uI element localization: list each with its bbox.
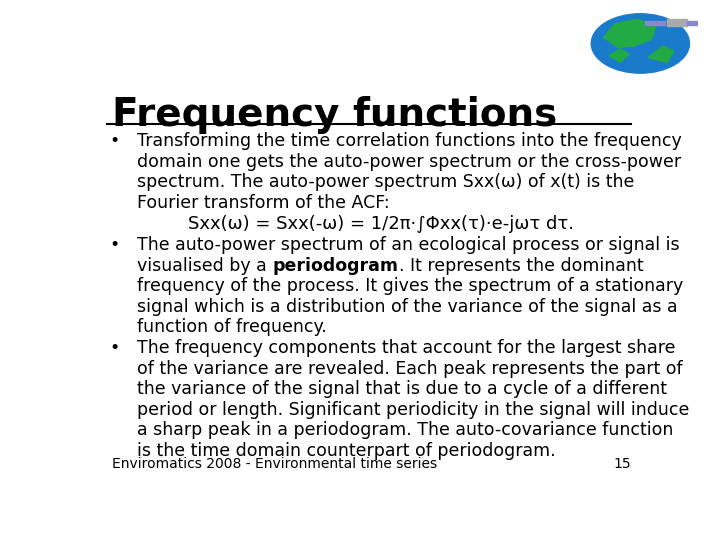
Text: the variance of the signal that is due to a cycle of a different: the variance of the signal that is due t… [138, 380, 667, 398]
Bar [667, 19, 687, 26]
Text: periodogram: periodogram [273, 256, 399, 275]
Polygon shape [609, 49, 629, 62]
Text: frequency of the process. It gives the spectrum of a stationary: frequency of the process. It gives the s… [138, 277, 684, 295]
Text: of the variance are revealed. Each peak represents the part of: of the variance are revealed. Each peak … [138, 360, 683, 377]
Text: The auto-power spectrum of an ecological process or signal is: The auto-power spectrum of an ecological… [138, 236, 680, 254]
Text: is the time domain counterpart of periodogram.: is the time domain counterpart of period… [138, 442, 556, 460]
Text: 15: 15 [613, 457, 631, 471]
Text: signal which is a distribution of the variance of the signal as a: signal which is a distribution of the va… [138, 298, 678, 316]
Text: Fourier transform of the ACF:: Fourier transform of the ACF: [138, 194, 390, 212]
Text: The frequency components that account for the largest share: The frequency components that account fo… [138, 339, 676, 357]
Text: domain one gets the auto-power spectrum or the cross-power: domain one gets the auto-power spectrum … [138, 153, 682, 171]
Text: Frequency functions: Frequency functions [112, 96, 557, 134]
Text: Transforming the time correlation functions into the frequency: Transforming the time correlation functi… [138, 132, 682, 150]
Polygon shape [648, 46, 674, 62]
Text: . It represents the dominant: . It represents the dominant [399, 256, 643, 275]
Text: •: • [109, 236, 120, 254]
Text: function of frequency.: function of frequency. [138, 319, 327, 336]
Bar [645, 21, 665, 24]
Text: Sxx(ω) = Sxx(-ω) = 1/2π·∫Φxx(τ)·e-jωτ dτ.: Sxx(ω) = Sxx(-ω) = 1/2π·∫Φxx(τ)·e-jωτ dτ… [188, 215, 574, 233]
Text: visualised by a: visualised by a [138, 256, 273, 275]
Text: •: • [109, 339, 120, 357]
Text: spectrum. The auto-power spectrum Sxx(ω) of x(t) is the: spectrum. The auto-power spectrum Sxx(ω)… [138, 173, 635, 191]
Bar [687, 21, 707, 24]
Polygon shape [603, 19, 656, 48]
Text: a sharp peak in a periodogram. The auto-covariance function: a sharp peak in a periodogram. The auto-… [138, 421, 674, 440]
Text: •: • [109, 132, 120, 150]
Text: period or length. Significant periodicity in the signal will induce: period or length. Significant periodicit… [138, 401, 690, 418]
Circle shape [591, 14, 690, 73]
Text: Enviromatics 2008 - Environmental time series: Enviromatics 2008 - Environmental time s… [112, 457, 438, 471]
